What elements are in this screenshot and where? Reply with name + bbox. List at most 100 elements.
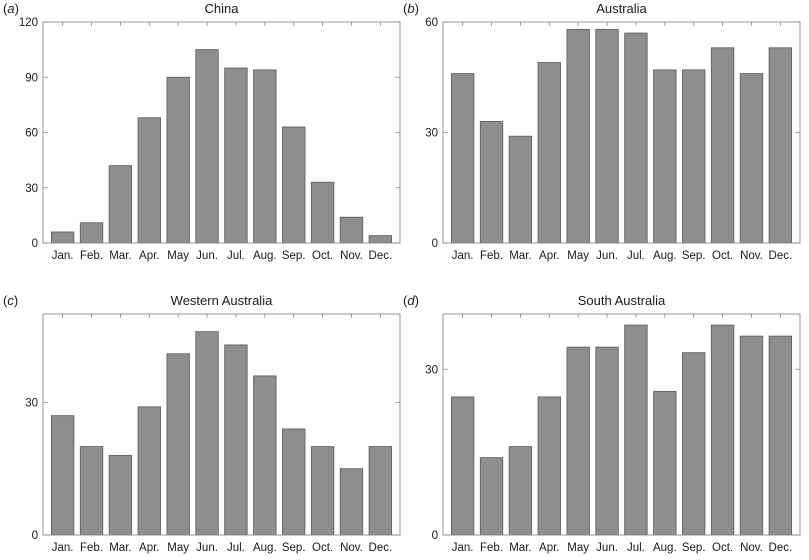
y-tick-label: 30 <box>425 128 438 140</box>
x-tick-label: May <box>567 250 589 262</box>
x-tick-label: Jul. <box>627 250 645 262</box>
bar-sep <box>282 428 306 536</box>
panel-letter-value: b <box>407 1 414 16</box>
x-tick-label: Jan. <box>452 542 474 554</box>
bar-oct <box>710 47 735 244</box>
bar-may <box>566 28 590 244</box>
x-tick-label: Apr. <box>139 250 159 262</box>
bar-aug <box>253 69 277 244</box>
panel-letter-value: c <box>7 293 14 308</box>
bar-jun <box>595 28 619 244</box>
x-tick-label: Sep. <box>682 542 706 554</box>
bar-jun <box>195 49 219 244</box>
x-tick-label: Dec. <box>369 542 393 554</box>
bar-apr <box>537 396 561 536</box>
x-tick-label: Aug. <box>653 250 677 262</box>
bar-nov <box>739 73 764 244</box>
bar-nov <box>339 468 364 536</box>
x-tick-label: Dec. <box>769 250 793 262</box>
x-tick-label: Jun. <box>196 250 218 262</box>
x-tick-label: Apr. <box>139 542 159 554</box>
x-tick-label: Oct. <box>712 542 733 554</box>
bar-dec <box>768 47 793 244</box>
y-tick-label: 30 <box>425 364 438 376</box>
y-tick-label: 0 <box>32 238 38 250</box>
panel-letter: (d) <box>403 293 419 308</box>
x-tick-label: Sep. <box>282 250 306 262</box>
bar-may <box>166 353 190 536</box>
x-tick-label: Feb. <box>80 542 103 554</box>
x-tick-label: Nov. <box>740 250 763 262</box>
x-tick-label: Nov. <box>340 250 363 262</box>
bar-jun <box>195 331 219 536</box>
x-tick-label: Jan. <box>52 542 74 554</box>
x-tick-label: Dec. <box>369 250 393 262</box>
x-tick-label: Sep. <box>682 250 706 262</box>
x-tick-label: Mar. <box>109 250 131 262</box>
x-tick-label: Nov. <box>340 542 363 554</box>
bar-jan <box>450 73 475 244</box>
bar-feb <box>479 457 504 536</box>
bar-aug <box>253 375 277 536</box>
x-tick-label: May <box>167 542 189 554</box>
bar-aug <box>653 69 677 244</box>
y-tick-label: 30 <box>25 397 38 409</box>
panel-letter-value: d <box>407 293 415 308</box>
y-tick-label: 90 <box>25 72 38 84</box>
x-tick-label: Nov. <box>740 542 763 554</box>
bar-apr <box>137 117 161 244</box>
x-tick-label: May <box>567 542 589 554</box>
bar-jul <box>624 324 648 536</box>
bar-aug <box>653 390 677 536</box>
x-tick-label: Mar. <box>109 542 131 554</box>
chart-panel-b: (b) Australia Jan. Feb. Mar. Apr. May Jun. Jul. A… <box>403 1 801 262</box>
bar-feb <box>479 121 504 244</box>
y-tick-label: 0 <box>432 530 438 542</box>
y-tick-label: 60 <box>425 17 438 29</box>
y-tick-label: 0 <box>432 238 438 250</box>
plot-frame <box>42 21 401 244</box>
bar-may <box>166 76 190 244</box>
panel-title: Australia <box>596 1 647 16</box>
y-tick-label: 60 <box>25 128 38 140</box>
bar-dec <box>368 446 393 536</box>
bar-apr <box>137 406 161 536</box>
x-tick-label: Jul. <box>627 542 645 554</box>
bar-oct <box>310 446 335 536</box>
x-tick-label: Jan. <box>452 250 474 262</box>
chart-panel-a: (a) China Jan. Feb. Mar. Apr. May Jun. Jul. Aug. S… <box>3 1 401 262</box>
x-tick-label: May <box>167 250 189 262</box>
bar-mar <box>508 446 533 536</box>
bar-jul <box>624 32 648 244</box>
x-tick-label: Jan. <box>52 250 74 262</box>
x-tick-label: Feb. <box>80 250 103 262</box>
plot-frame <box>42 313 401 536</box>
x-tick-label: Dec. <box>769 542 793 554</box>
chart-panel-d: (d) South Australia Jan. Feb. Mar. Apr. May Jun… <box>403 293 801 554</box>
bar-jan <box>450 396 475 536</box>
x-tick-label: Sep. <box>282 542 306 554</box>
panel-letter-value: a <box>7 1 14 16</box>
x-tick-label: Jun. <box>596 542 618 554</box>
bar-oct <box>310 181 335 244</box>
bar-may <box>566 346 590 536</box>
x-tick-label: Aug. <box>253 250 277 262</box>
panel-letter: (b) <box>403 1 419 16</box>
bar-mar <box>108 165 133 244</box>
y-tick-label: 30 <box>25 183 38 195</box>
bar-jan <box>50 415 75 536</box>
x-tick-label: Oct. <box>312 250 333 262</box>
x-tick-label: Jun. <box>196 542 218 554</box>
bar-jul <box>224 344 248 536</box>
x-tick-label: Jun. <box>596 250 618 262</box>
panel-title: China <box>205 1 240 16</box>
plot-frame <box>442 313 801 536</box>
y-tick-label: 0 <box>32 530 38 542</box>
panel-letter: (a) <box>3 1 19 16</box>
bar-mar <box>108 455 133 536</box>
x-tick-label: Jul. <box>227 542 245 554</box>
bar-dec <box>768 335 793 536</box>
bar-feb <box>79 446 104 536</box>
